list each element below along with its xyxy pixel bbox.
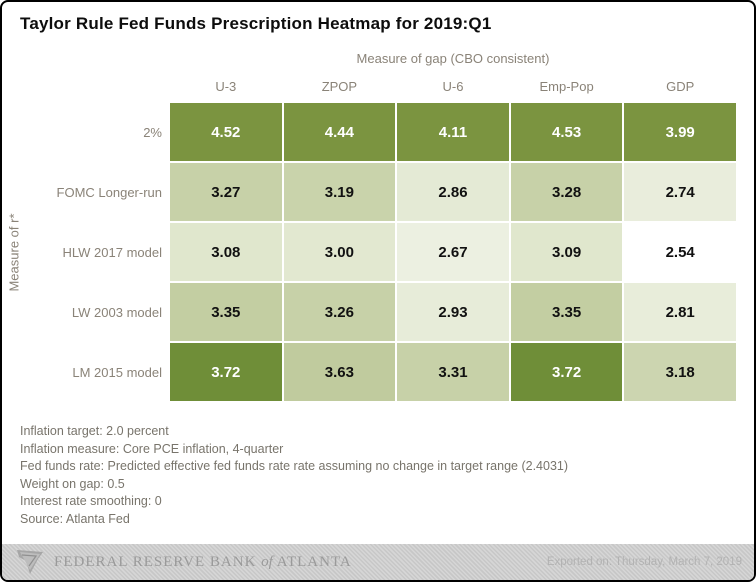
heatmap-cell: 2.67	[397, 223, 509, 281]
row-label: LM 2015 model	[72, 364, 162, 380]
column-headers: U-3 ZPOP U-6 Emp-Pop GDP	[170, 79, 736, 94]
heatmap-cell: 2.93	[397, 283, 509, 341]
heatmap-cell: 3.19	[283, 163, 396, 221]
footnote-inflation-measure: Inflation measure: Core PCE inflation, 4…	[20, 441, 284, 456]
footnote-inflation-target: Inflation target: 2.0 percent	[20, 424, 169, 438]
y-axis-label: Measure of r*	[6, 213, 22, 292]
footnote-fed-funds-rate: Fed funds rate: Predicted effective fed …	[20, 459, 569, 473]
column-header: ZPOP	[321, 79, 358, 94]
column-header: GDP	[666, 79, 695, 94]
heatmap-cell: 3.28	[510, 163, 623, 221]
footnote-weight-on-gap: Weight on gap: 0.5	[20, 476, 125, 491]
heatmap-cell: 4.44	[283, 103, 396, 161]
heatmap-cell: 3.08	[170, 223, 282, 281]
heatmap-cell: 4.53	[510, 103, 623, 161]
heatmap-cell: 3.27	[170, 163, 282, 221]
column-header: U-6	[442, 79, 464, 94]
footnote-source: Source: Atlanta Fed	[20, 511, 130, 526]
chart-footnotes: Inflation target: 2.0 percent Inflation …	[20, 423, 568, 528]
heatmap-cell: 2.54	[624, 223, 736, 281]
chart-title: Taylor Rule Fed Funds Prescription Heatm…	[20, 14, 492, 33]
heatmap-cell: 4.11	[397, 103, 509, 161]
bank-name-of: of	[261, 553, 273, 570]
heatmap-cell: 3.18	[624, 343, 736, 401]
branding-footer-bar: FEDERAL RESERVE BANK of ATLANTA Exported…	[2, 544, 754, 580]
heatmap-cell: 2.81	[624, 283, 736, 341]
row-label: 2%	[143, 124, 162, 140]
heatmap-cell: 3.35	[170, 283, 282, 341]
heatmap-cell: 3.99	[624, 103, 736, 161]
footnote-interest-rate-smoothing: Interest rate smoothing: 0	[20, 494, 162, 508]
column-header: Emp-Pop	[539, 79, 594, 94]
row-labels: 2% FOMC Longer-run HLW 2017 model LW 2003 m…	[2, 103, 162, 401]
heatmap-cell: 4.52	[170, 103, 282, 161]
heatmap-cell: 3.72	[170, 343, 282, 401]
heatmap-cell: 3.31	[397, 343, 509, 401]
column-header: U-3	[215, 79, 237, 94]
heatmap-cell: 3.26	[283, 283, 396, 341]
heatmap-cell: 3.35	[510, 283, 623, 341]
exported-on-label: Exported on: Thursday, March 7, 2019	[546, 556, 742, 568]
heatmap-cell: 3.63	[283, 343, 396, 401]
bank-name: FEDERAL RESERVE BANK of ATLANTA	[54, 553, 352, 570]
x-axis-label: Measure of gap (CBO consistent)	[356, 51, 550, 66]
heatmap-cell: 3.09	[510, 223, 623, 281]
heatmap-cell: 3.72	[510, 343, 623, 401]
heatmap-cell: 2.74	[624, 163, 736, 221]
heatmap-cell: 3.00	[283, 223, 396, 281]
row-label: LW 2003 model	[71, 304, 162, 320]
heatmap-grid: 4.52 4.44 4.11 4.53 3.99 3.27 3.19 2.86 3.28 2.74…	[170, 103, 736, 401]
row-label: HLW 2017 model	[62, 244, 162, 260]
row-label: FOMC Longer-run	[56, 184, 162, 200]
frb-atlanta-eagle-logo-icon	[17, 550, 43, 574]
heatmap-cell: 2.86	[397, 163, 509, 221]
